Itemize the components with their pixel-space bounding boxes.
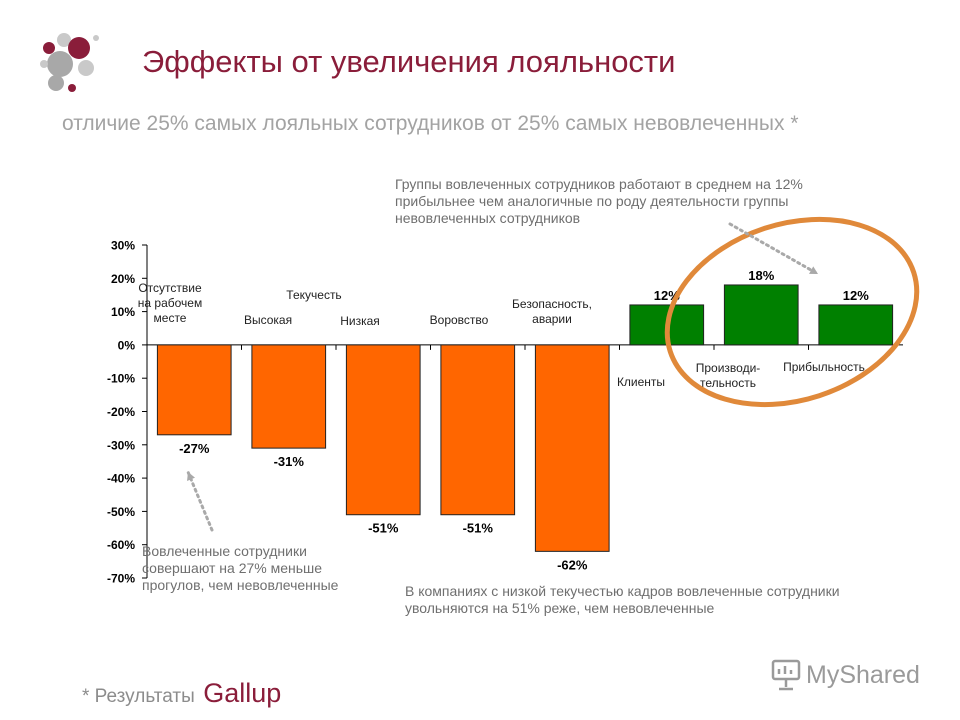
category-label: Отсутствие на рабочем месте: [138, 281, 202, 325]
category-label: Безопасность, аварии: [512, 297, 592, 326]
watermark: MyShared: [771, 659, 920, 691]
footer: * Результаты Gallup: [82, 678, 281, 709]
y-tick-label: -10%: [107, 372, 135, 386]
pointer-arrow-profit: [728, 222, 820, 276]
annotation-absence: Вовлеченные сотрудники совершают на 27% …: [142, 543, 339, 593]
bar: [534, 344, 610, 552]
data-label: -51%: [463, 521, 494, 536]
bar: [818, 304, 894, 346]
y-tick-label: 0%: [118, 338, 136, 352]
y-tick-label: -20%: [107, 405, 135, 419]
y-tick-label: 20%: [111, 272, 135, 286]
y-tick-label: -50%: [107, 505, 135, 519]
y-tick-label: -60%: [107, 538, 135, 552]
logo-icon: [40, 33, 99, 92]
pointer-arrow-absence-head: [187, 472, 196, 481]
data-label: -31%: [274, 454, 305, 469]
data-label: -62%: [557, 557, 588, 572]
highlight-circle: [664, 216, 920, 408]
y-tick-label: -70%: [107, 572, 135, 586]
watermark-text: MyShared: [806, 661, 920, 689]
category-label: Производи-тельность: [696, 361, 761, 390]
bar: [156, 344, 232, 436]
y-tick-label: 10%: [111, 305, 135, 319]
y-tick-label: -30%: [107, 438, 135, 452]
footer-brand: Gallup: [203, 678, 282, 708]
slide-subtitle: отличие 25% самых лояльных сотрудников о…: [62, 112, 799, 135]
annotation-turnover: В компаниях с низкой текучестью кадров в…: [405, 583, 840, 616]
pointer-arrow-profit-head: [809, 266, 818, 274]
bar: [440, 344, 516, 516]
data-label: -51%: [368, 521, 399, 536]
data-label: 12%: [843, 288, 869, 303]
data-label: -27%: [179, 441, 210, 456]
bar: [345, 344, 421, 516]
y-tick-label: 30%: [111, 239, 135, 253]
pointer-arrow-absence: [186, 470, 214, 532]
category-label: Клиенты: [617, 375, 665, 389]
bar: [251, 344, 327, 449]
y-tick-label: -40%: [107, 472, 135, 486]
annotation-profitability: Группы вовлеченных сотрудников работают …: [395, 176, 803, 226]
presentation-icon: [771, 659, 801, 691]
data-label: 18%: [748, 268, 774, 283]
category-label: Высокая: [244, 313, 292, 327]
bar: [723, 284, 799, 346]
category-label: Низкая: [340, 314, 380, 328]
slide-title: Эффекты от увеличения лояльности: [142, 44, 676, 79]
footer-note: * Результаты: [82, 686, 195, 707]
group-label-turnover: Текучесть: [286, 288, 341, 302]
category-label: Воровство: [430, 313, 489, 327]
category-label: Прибыльность: [783, 360, 865, 374]
